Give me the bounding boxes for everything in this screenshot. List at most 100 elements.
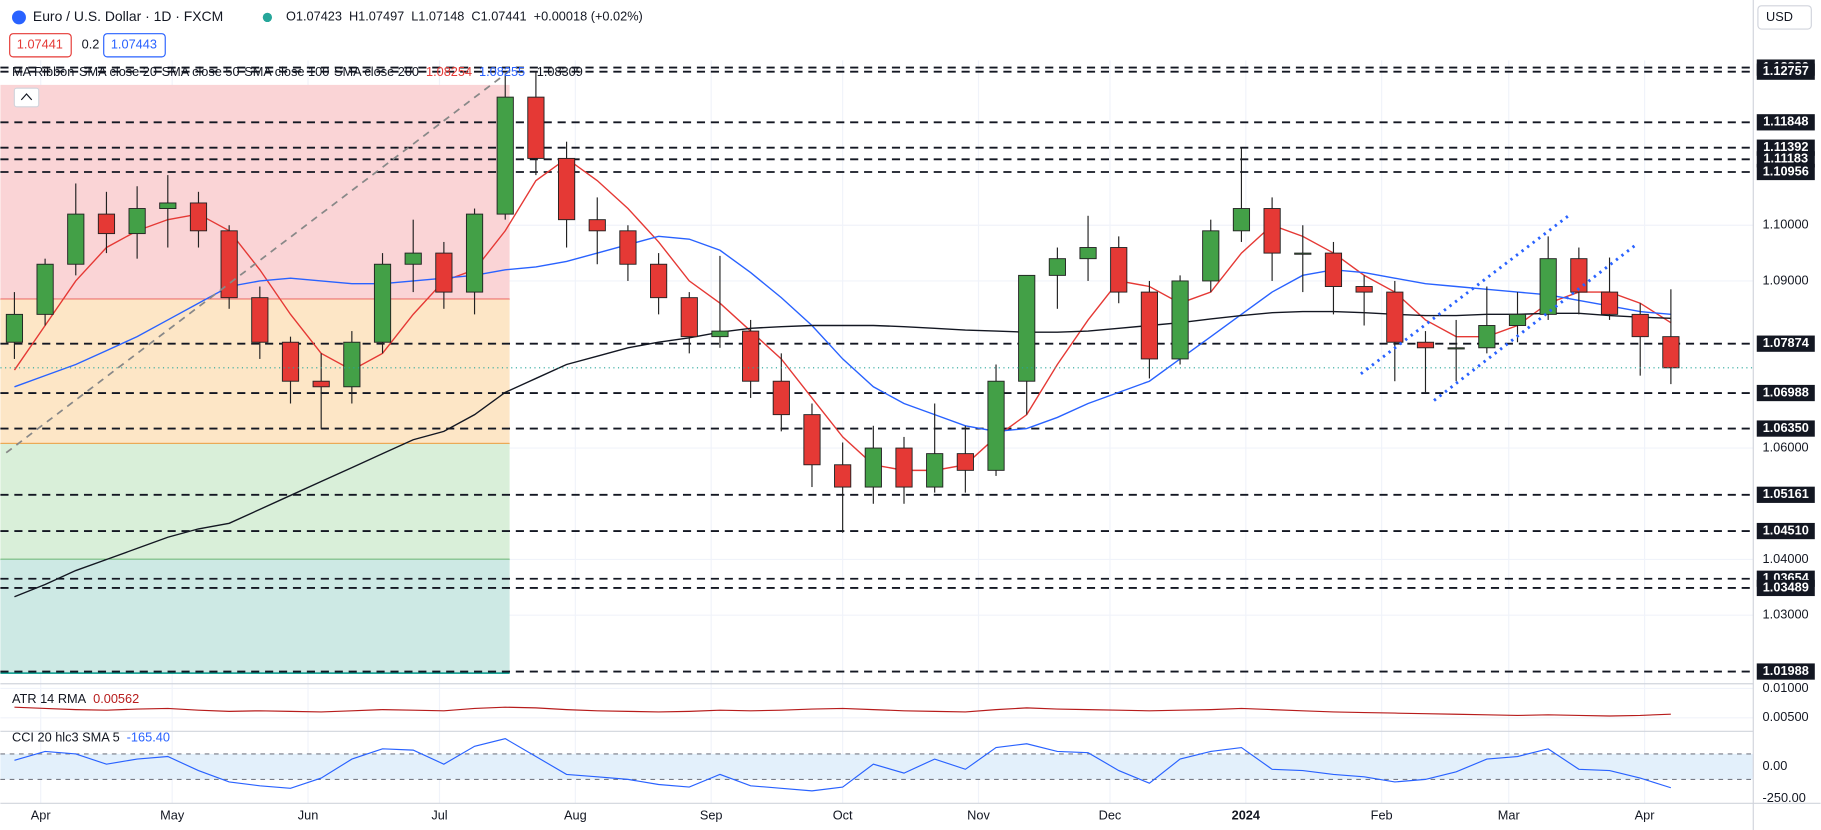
candle-body [159,202,177,209]
candle-body [864,447,882,488]
candle-body [1202,230,1220,282]
moving-average [14,235,1671,433]
candle-body [711,330,729,338]
candle-body [312,380,330,388]
level-label: 1.01988 [1763,663,1809,678]
cci-tick-label: -250.00 [1763,790,1806,805]
candle-body [1539,258,1557,315]
candle-body [1662,336,1680,369]
fib-zone [0,443,510,560]
candle-body [1232,208,1251,232]
symbol-title: Euro / U.S. Dollar · 1D · FXCM [33,8,223,24]
spread: 0.2 [82,37,100,52]
candle-body [742,330,760,382]
candle-body [1263,208,1281,254]
x-tick-label: Jul [431,807,447,822]
candle-body [834,464,852,488]
cci-legend: CCI 20 hlc3 SMA 5 -165.40 [12,730,170,745]
candle-body [926,453,944,488]
candle-body [588,219,606,232]
collapse-icon[interactable] [20,93,33,101]
ohlc-open: O1.07423 [286,9,342,24]
ma-legend-name: SMA close 100 [244,65,329,80]
ohlc-high: H1.07497 [349,9,404,24]
candle-body [1171,280,1189,360]
cci-label: CCI 20 hlc3 SMA 5 [12,730,120,745]
atr-value: 0.00562 [93,691,139,706]
candle-body [895,447,913,488]
x-tick-label: Feb [1371,807,1393,822]
candle-body [343,341,361,388]
x-tick-label: Jun [298,807,319,822]
x-tick-label: Oct [833,807,853,822]
candle-body [680,297,698,338]
ma-legend-value: 1.08254 [426,65,472,80]
buy-button[interactable] [103,33,166,58]
x-tick-label: Mar [1498,807,1521,822]
level-label: 1.11392 [1763,139,1808,154]
x-tick-label: Nov [967,807,990,822]
level-label: 1.12757 [1763,63,1809,78]
ma-legend-value: 1.08309 [537,65,583,80]
level-label-box [1756,522,1815,540]
candle-body [1294,252,1312,255]
level-label: 1.03489 [1763,579,1809,594]
x-tick-label: Aug [564,807,587,822]
candle-body [619,230,637,265]
level-label-box [1756,335,1815,352]
candle-body [1570,258,1588,293]
candle-body [465,213,484,293]
candle-body [803,414,821,466]
candle-body [496,96,514,215]
level-label-box [1756,151,1815,168]
candle-body [67,213,85,265]
candle-body [128,208,146,235]
ma-legend-value: 1.08255 [479,65,525,80]
sell-button[interactable] [9,33,72,58]
ma-legend-title: MA Ribbon [12,65,74,80]
atr-tick-label: 0.00500 [1763,709,1809,724]
candle-body [1079,247,1097,260]
y-tick-label: 1.04000 [1763,551,1809,566]
candle-body [987,380,1005,471]
level-label-box [1756,114,1815,131]
ohlc-change: +0.00018 (+0.02%) [534,9,643,24]
level-label-box [1756,420,1815,437]
channel-line [1433,242,1639,402]
main-layer [0,66,1754,792]
candle-body [1355,286,1373,293]
candle-body [5,313,24,343]
level-label: 1.10956 [1763,163,1809,178]
collapse-button[interactable] [13,87,40,108]
y-tick-label: 1.03000 [1763,607,1809,622]
candle-body [650,263,668,299]
level-label: 1.07874 [1763,335,1810,350]
currency[interactable]: USD [1766,9,1793,24]
candle-body [557,157,576,221]
ask-price[interactable]: 1.07443 [111,37,157,52]
cci-tick-label: 0.00 [1763,758,1788,773]
x-tick-label: Sep [700,807,723,822]
candle-body [281,341,300,382]
candle-body [435,252,453,293]
candle-body [1447,347,1465,350]
ohlc-close: C1.07441 [471,9,526,24]
level-label-box [1756,384,1815,402]
candle-body [1048,258,1066,276]
candle-body [1416,341,1435,349]
candle-body [772,380,790,416]
y-tick-label: 1.09000 [1763,272,1809,287]
candle-body [1600,291,1619,315]
candle-body [1478,325,1496,349]
atr-label: ATR 14 RMA [12,691,87,706]
bid-price[interactable]: 1.07441 [17,37,63,52]
atr-line [14,706,1671,717]
level-label-box [1756,163,1815,181]
candle-body [1018,274,1036,382]
fib-zone [0,559,510,674]
ma-legend: MA Ribbon SMA close 20 SMA close 50 SMA clo… [12,65,583,80]
ohlc-low: L1.07148 [411,9,464,24]
ma-legend-name: SMA close 200 [334,65,419,80]
currency-button[interactable] [1757,5,1812,30]
